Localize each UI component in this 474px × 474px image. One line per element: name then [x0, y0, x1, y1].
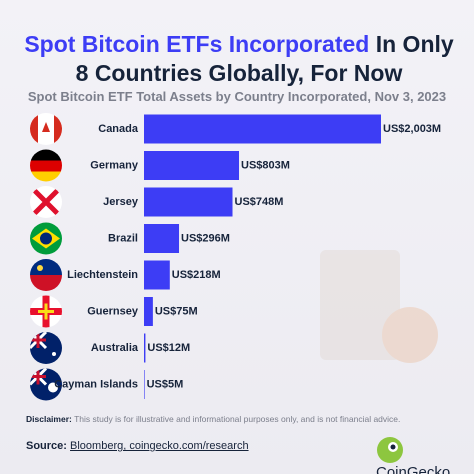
source-label: Source:: [26, 440, 67, 452]
brand: CoinGecko: [376, 436, 474, 474]
category-label: Germany: [90, 159, 139, 171]
bar: [144, 114, 381, 144]
subtitle: Spot Bitcoin ETF Total Assets by Country…: [27, 89, 447, 104]
title: Spot Bitcoin ETFs Incorporated In Only 8…: [24, 30, 454, 88]
source-text[interactable]: Bloomberg, coingecko.com/research: [70, 440, 249, 452]
value-label: US$5M: [147, 378, 184, 390]
brand-name: CoinGecko: [376, 464, 451, 474]
category-label: Australia: [91, 342, 139, 354]
value-label: US$748M: [235, 196, 284, 208]
flag-australia: [30, 332, 62, 364]
bar: [144, 260, 170, 290]
bar: [144, 224, 180, 253]
flag-liechtenstein: [30, 259, 62, 291]
bar: [144, 151, 240, 180]
flag-cayman: [30, 368, 62, 401]
flag-canada: [30, 113, 62, 145]
value-label: US$218M: [172, 269, 221, 281]
value-label: US$296M: [181, 232, 230, 244]
category-label: Liechtenstein: [67, 269, 138, 281]
category-label: Brazil: [108, 232, 138, 244]
brand-icon: [377, 437, 403, 463]
flag-jersey: [30, 186, 62, 218]
bar: [144, 187, 233, 217]
bar: [144, 370, 145, 399]
source: Source: Bloomberg, coingecko.com/researc…: [26, 440, 249, 452]
disclaimer-text: This study is for illustrative and infor…: [74, 414, 401, 424]
flag-guernsey: [30, 295, 62, 328]
disclaimer-label: Disclaimer:: [26, 414, 72, 424]
category-label: Cayman Islands: [54, 378, 138, 390]
bar: [144, 333, 146, 363]
bar: [144, 297, 153, 326]
watermark: [320, 250, 438, 363]
title-rest: In Only 8 Countries Globally, For Now: [75, 31, 454, 86]
disclaimer: Disclaimer: This study is for illustrati…: [26, 414, 400, 424]
value-label: US$803M: [241, 159, 290, 171]
category-label: Jersey: [103, 196, 139, 208]
category-label: Canada: [98, 123, 139, 135]
category-label: Guernsey: [87, 305, 139, 317]
value-label: US$75M: [155, 305, 198, 317]
flag-brazil: [30, 222, 62, 255]
value-label: US$2,003M: [383, 123, 441, 135]
flag-germany: [30, 149, 62, 182]
title-highlight: Spot Bitcoin ETFs Incorporated: [24, 31, 370, 57]
value-label: US$12M: [147, 342, 190, 354]
flags: [30, 113, 62, 401]
